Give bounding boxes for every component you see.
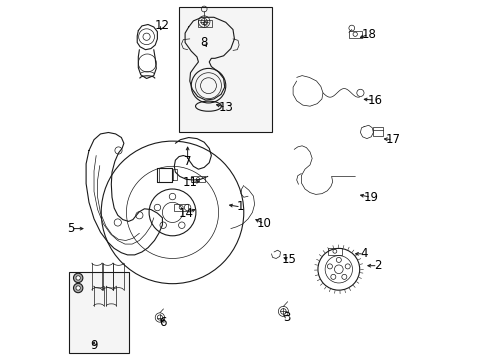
Text: 7: 7 — [183, 155, 191, 168]
Circle shape — [76, 276, 80, 280]
Bar — [198, 20, 212, 27]
Text: 11: 11 — [182, 176, 197, 189]
Circle shape — [76, 286, 80, 290]
Text: 14: 14 — [178, 207, 193, 220]
Text: 17: 17 — [385, 133, 400, 146]
Bar — [373, 127, 383, 136]
Bar — [327, 248, 341, 255]
Bar — [348, 31, 361, 38]
Bar — [174, 204, 187, 211]
Text: 2: 2 — [373, 259, 381, 272]
Circle shape — [73, 283, 82, 293]
Bar — [191, 176, 204, 182]
Text: 1: 1 — [237, 201, 244, 213]
Text: 10: 10 — [256, 217, 271, 230]
Text: 12: 12 — [155, 19, 169, 32]
Text: 4: 4 — [360, 247, 367, 260]
Text: 19: 19 — [363, 191, 378, 204]
Bar — [179, 7, 271, 132]
Text: 3: 3 — [283, 311, 290, 324]
Text: 9: 9 — [90, 339, 98, 352]
Circle shape — [73, 273, 82, 283]
Text: 16: 16 — [366, 94, 382, 107]
Text: 8: 8 — [200, 36, 207, 49]
Text: 18: 18 — [361, 28, 375, 41]
Text: 5: 5 — [67, 222, 75, 235]
Text: 15: 15 — [282, 253, 296, 266]
Text: 6: 6 — [158, 316, 166, 329]
Bar — [69, 272, 129, 353]
Text: 13: 13 — [218, 101, 233, 114]
